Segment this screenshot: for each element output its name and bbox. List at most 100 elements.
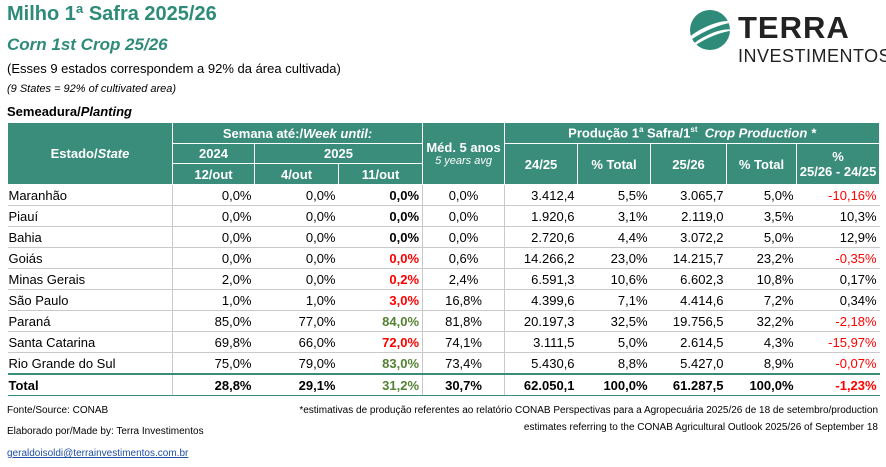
table-cell-c: 0,0% xyxy=(338,226,423,248)
table-cell-b: 66,0% xyxy=(254,331,339,353)
table-cell-t2: 23,2% xyxy=(726,247,797,269)
table-cell-p1: 3.111,5 xyxy=(504,331,578,353)
table-cell-avg: 2,4% xyxy=(422,268,505,290)
table-cell-t1: 32,5% xyxy=(577,310,651,332)
col-date-4-out: 4/out xyxy=(254,163,339,185)
total-row: Total 28,8% 29,1% 31,2% 30,7% 62.050,1 100,0% 6… xyxy=(7,373,880,396)
table-cell-b: 0,0% xyxy=(254,226,339,248)
table-cell-p2: 3.065,7 xyxy=(650,184,727,206)
coverage-note: (Esses 9 estados correspondem a 92% da á… xyxy=(7,61,341,76)
total-cell-a: 28,8% xyxy=(172,373,255,396)
table-cell-p2: 19.756,5 xyxy=(650,310,727,332)
table-cell-p1: 4.399,6 xyxy=(504,289,578,311)
terra-logo: TERRA INVESTIMENTOS xyxy=(690,8,886,68)
col-avg-header: Méd. 5 anos 5 years avg xyxy=(422,122,506,185)
table-cell-state: Minas Gerais xyxy=(7,268,173,290)
col-production-header: Produção 1a Safra/1st Crop Production * xyxy=(504,122,881,144)
table-cell-avg: 0,0% xyxy=(422,226,505,248)
section-heading: Semeadura/Planting xyxy=(7,104,132,119)
table-cell-p1: 20.197,3 xyxy=(504,310,578,332)
table-cell-state: Paraná xyxy=(7,310,173,332)
logo-name: TERRA xyxy=(738,10,850,45)
table-cell-b: 0,0% xyxy=(254,205,339,227)
col-prod-2526: 25/26 xyxy=(650,143,728,185)
table-cell-c: 0,0% xyxy=(338,184,423,206)
table-cell-avg: 0,6% xyxy=(422,247,505,269)
table-cell-a: 0,0% xyxy=(172,205,255,227)
table-cell-v: 0,34% xyxy=(796,289,880,311)
table-cell-v: -2,18% xyxy=(796,310,880,332)
table-cell-state: Goiás xyxy=(7,247,173,269)
table-cell-a: 75,0% xyxy=(172,352,255,375)
page-subtitle: Corn 1st Crop 25/26 xyxy=(7,35,168,54)
table-row: Santa Catarina 69,8% 66,0% 72,0% 74,1% 3.111,… xyxy=(7,331,880,353)
table-cell-b: 79,0% xyxy=(254,352,339,375)
table-cell-t2: 32,2% xyxy=(726,310,797,332)
col-date-12-out: 12/out xyxy=(172,163,255,185)
table-cell-a: 69,8% xyxy=(172,331,255,353)
table-cell-a: 0,0% xyxy=(172,184,255,206)
table-cell-avg: 0,0% xyxy=(422,205,505,227)
table-cell-p1: 5.430,6 xyxy=(504,352,578,375)
col-week-header: Semana até:/Week until: xyxy=(171,122,424,144)
table-cell-v: -15,97% xyxy=(796,331,880,353)
col-pct-total-2: % Total xyxy=(726,143,798,185)
col-prod-2425: 24/25 xyxy=(504,143,579,185)
source-note: Fonte/Source: CONAB xyxy=(7,405,109,416)
table-cell-p2: 4.414,6 xyxy=(650,289,727,311)
table-cell-v: 10,3% xyxy=(796,205,880,227)
total-cell-c: 31,2% xyxy=(338,373,423,396)
table-cell-p2: 3.072,2 xyxy=(650,226,727,248)
table-cell-v: -0,07% xyxy=(796,352,880,375)
col-date-11-out: 11/out xyxy=(337,163,424,185)
table-cell-a: 0,0% xyxy=(172,226,255,248)
table-cell-state: Piauí xyxy=(7,205,173,227)
table-cell-avg: 81,8% xyxy=(422,310,505,332)
table-cell-state: Maranhão xyxy=(7,184,173,206)
table-cell-c: 84,0% xyxy=(338,310,423,332)
table-cell-t1: 3,1% xyxy=(577,205,651,227)
col-variation: % 25/26 - 24/25 xyxy=(796,143,881,185)
table-cell-v: -10,16% xyxy=(796,184,880,206)
total-cell-p1: 62.050,1 xyxy=(504,373,578,396)
table-row: Piauí 0,0% 0,0% 0,0% 0,0% 1.920,6 3,1% 2.119,0 3… xyxy=(7,205,880,227)
logo-subtitle: INVESTIMENTOS xyxy=(738,46,886,66)
table-cell-b: 1,0% xyxy=(254,289,339,311)
section-heading-en: Planting xyxy=(80,104,132,119)
table-cell-t1: 5,5% xyxy=(577,184,651,206)
col-state-header: Estado/State xyxy=(7,122,173,185)
total-cell-state: Total xyxy=(7,373,173,396)
table-cell-p2: 2.614,5 xyxy=(650,331,727,353)
table-cell-a: 1,0% xyxy=(172,289,255,311)
table-cell-p1: 14.266,2 xyxy=(504,247,578,269)
table-cell-t1: 23,0% xyxy=(577,247,651,269)
coverage-note-en: (9 States = 92% of cultivated area) xyxy=(7,83,177,95)
table-cell-t1: 7,1% xyxy=(577,289,651,311)
table-cell-b: 0,0% xyxy=(254,247,339,269)
table-cell-p1: 1.920,6 xyxy=(504,205,578,227)
table-cell-state: Rio Grande do Sul xyxy=(7,352,173,375)
col-year-2024: 2024 xyxy=(172,143,255,164)
table-cell-avg: 74,1% xyxy=(422,331,505,353)
table-cell-p1: 2.720,6 xyxy=(504,226,578,248)
col-year-2025: 2025 xyxy=(253,143,424,164)
table-cell-p2: 6.602,3 xyxy=(650,268,727,290)
production-footnote: *estimativas de produção referentes ao r… xyxy=(299,405,878,416)
section-heading-pt: Semeadura/ xyxy=(7,104,81,119)
table-cell-state: Santa Catarina xyxy=(7,331,173,353)
table-cell-c: 72,0% xyxy=(338,331,423,353)
total-cell-t1: 100,0% xyxy=(577,373,651,396)
table-cell-t2: 5,0% xyxy=(726,184,797,206)
table-row: Paraná 85,0% 77,0% 84,0% 81,8% 20.197,3 32,5% 1… xyxy=(7,310,880,332)
table-cell-state: Bahia xyxy=(7,226,173,248)
table-cell-a: 0,0% xyxy=(172,247,255,269)
table-cell-b: 77,0% xyxy=(254,310,339,332)
table-cell-avg: 16,8% xyxy=(422,289,505,311)
table-cell-t1: 10,6% xyxy=(577,268,651,290)
total-cell-v: -1,23% xyxy=(796,373,880,396)
table-row: Rio Grande do Sul 75,0% 79,0% 83,0% 73,4% 5.4… xyxy=(7,352,880,375)
contact-email-link[interactable]: geraldoisoldi@terrainvestimentos.com.br xyxy=(7,448,189,459)
total-cell-p2: 61.287,5 xyxy=(650,373,727,396)
table-cell-v: -0,35% xyxy=(796,247,880,269)
table-cell-t1: 4,4% xyxy=(577,226,651,248)
